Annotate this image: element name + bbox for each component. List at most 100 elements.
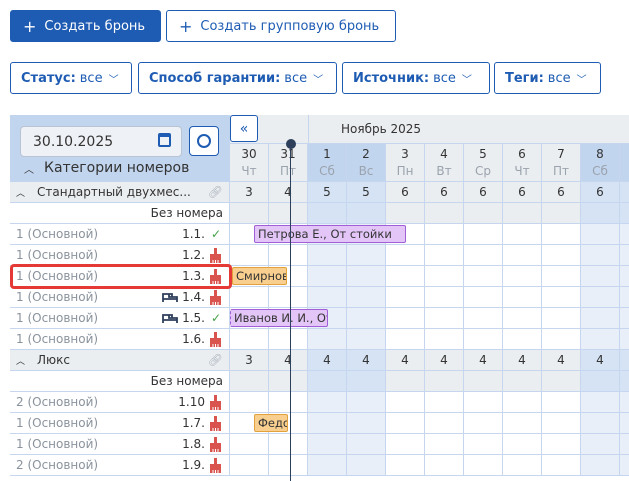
booking-bar[interactable]: Иванов И. И., От	[230, 309, 328, 327]
room-row[interactable]: 1 (Основной) 1.1. ✓	[10, 224, 230, 245]
grid-cell[interactable]	[542, 266, 581, 287]
grid-cell[interactable]	[386, 371, 425, 392]
grid-cell[interactable]	[503, 413, 542, 434]
grid-cell[interactable]	[347, 371, 386, 392]
room-row[interactable]: 1 (Основной) 1.5. ✓	[10, 308, 230, 329]
grid-cell[interactable]	[230, 392, 269, 413]
grid-cell[interactable]	[308, 245, 347, 266]
grid-cell[interactable]	[386, 266, 425, 287]
filter-tags[interactable]: Теги: все ﹀	[494, 62, 601, 94]
grid-cell[interactable]	[308, 266, 347, 287]
grid-cell[interactable]	[386, 203, 425, 224]
grid-cell[interactable]	[347, 413, 386, 434]
grid-cell[interactable]	[464, 371, 503, 392]
grid-cell[interactable]	[347, 392, 386, 413]
grid-cell[interactable]	[347, 329, 386, 350]
grid-cell[interactable]	[347, 308, 386, 329]
grid-cell[interactable]	[269, 371, 308, 392]
grid-cell[interactable]	[425, 434, 464, 455]
grid-cell[interactable]	[308, 203, 347, 224]
grid-cell[interactable]	[386, 455, 425, 476]
grid-cell[interactable]	[230, 203, 269, 224]
grid-cell[interactable]	[620, 455, 629, 476]
grid-cell[interactable]	[347, 434, 386, 455]
grid-cell[interactable]	[542, 455, 581, 476]
grid-cell[interactable]	[581, 329, 620, 350]
grid-cell[interactable]	[425, 224, 464, 245]
grid-cell[interactable]	[620, 224, 629, 245]
grid-cell[interactable]	[425, 329, 464, 350]
grid-cell[interactable]	[503, 329, 542, 350]
grid-cell[interactable]	[386, 392, 425, 413]
grid-cell[interactable]	[542, 224, 581, 245]
grid-cell[interactable]	[581, 224, 620, 245]
grid-cell[interactable]	[347, 245, 386, 266]
grid-cell[interactable]	[542, 203, 581, 224]
scroll-back-button[interactable]: «	[230, 115, 258, 142]
grid-cell[interactable]	[503, 455, 542, 476]
room-row[interactable]: 1 (Основной) 1.6.	[10, 329, 230, 350]
room-row[interactable]: 2 (Основной) 1.10	[10, 392, 230, 413]
grid-cell[interactable]	[542, 308, 581, 329]
grid-cell[interactable]	[386, 308, 425, 329]
grid-cell[interactable]	[269, 245, 308, 266]
grid-cell[interactable]	[581, 392, 620, 413]
grid-cell[interactable]	[464, 308, 503, 329]
create-group-booking-button[interactable]: + Создать групповую бронь	[166, 10, 396, 42]
grid-cell[interactable]	[425, 392, 464, 413]
grid-cell[interactable]	[269, 203, 308, 224]
grid-cell[interactable]	[386, 413, 425, 434]
grid-cell[interactable]	[464, 434, 503, 455]
grid-cell[interactable]	[347, 455, 386, 476]
grid-cell[interactable]	[542, 245, 581, 266]
grid-cell[interactable]	[464, 392, 503, 413]
grid-cell[interactable]	[542, 371, 581, 392]
date-input[interactable]: 30.10.2025	[20, 126, 182, 157]
grid-cell[interactable]	[269, 455, 308, 476]
grid-cell[interactable]	[620, 203, 629, 224]
grid-cell[interactable]	[230, 455, 269, 476]
grid-cell[interactable]	[308, 287, 347, 308]
grid-cell[interactable]	[425, 455, 464, 476]
grid-cell[interactable]	[503, 203, 542, 224]
link-icon[interactable]: 🔗︎	[207, 185, 223, 199]
grid-cell[interactable]	[581, 287, 620, 308]
grid-cell[interactable]	[347, 203, 386, 224]
grid-cell[interactable]	[464, 413, 503, 434]
filter-guarantee[interactable]: Способ гарантии: все ﹀	[138, 62, 337, 94]
grid-cell[interactable]	[542, 329, 581, 350]
grid-cell[interactable]	[425, 266, 464, 287]
grid-cell[interactable]	[503, 245, 542, 266]
grid-cell[interactable]	[308, 329, 347, 350]
grid-cell[interactable]	[620, 308, 629, 329]
grid-cell[interactable]	[308, 371, 347, 392]
room-row[interactable]: 1 (Основной) 1.2.	[10, 245, 230, 266]
grid-cell[interactable]	[620, 287, 629, 308]
grid-cell[interactable]	[503, 287, 542, 308]
grid-cell[interactable]	[308, 455, 347, 476]
grid-cell[interactable]	[308, 413, 347, 434]
grid-cell[interactable]	[230, 371, 269, 392]
grid-cell[interactable]	[425, 308, 464, 329]
grid-cell[interactable]	[386, 434, 425, 455]
grid-cell[interactable]	[542, 434, 581, 455]
grid-cell[interactable]	[269, 434, 308, 455]
room-row[interactable]: 1 (Основной) 1.4.	[10, 287, 230, 308]
grid-cell[interactable]	[347, 266, 386, 287]
grid-cell[interactable]	[464, 224, 503, 245]
grid-cell[interactable]	[425, 245, 464, 266]
grid-cell[interactable]	[269, 329, 308, 350]
grid-cell[interactable]	[386, 329, 425, 350]
categories-toggle[interactable]: ︿ Категории номеров	[24, 160, 190, 176]
booking-bar[interactable]: Смирнов	[232, 267, 287, 285]
room-row[interactable]: 1 (Основной) 1.8.	[10, 434, 230, 455]
grid-cell[interactable]	[503, 224, 542, 245]
grid-cell[interactable]	[620, 413, 629, 434]
grid-cell[interactable]	[581, 266, 620, 287]
grid-cell[interactable]	[230, 329, 269, 350]
grid-cell[interactable]	[464, 203, 503, 224]
booking-bar[interactable]: Петрова Е., От стойки	[254, 225, 406, 243]
grid-cell[interactable]	[269, 392, 308, 413]
room-row[interactable]: 2 (Основной) 1.9.	[10, 455, 230, 476]
create-booking-button[interactable]: + Создать бронь	[10, 10, 161, 42]
